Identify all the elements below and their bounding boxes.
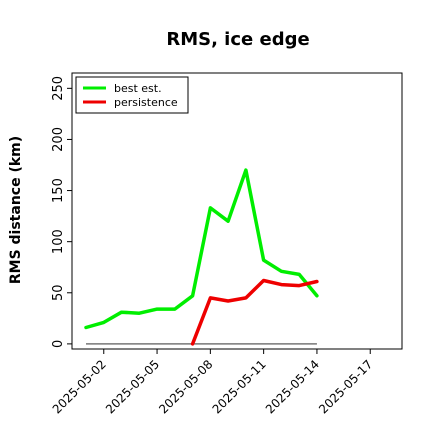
x-tick-label-2025-05-02: 2025-05-02 bbox=[50, 357, 109, 416]
series-line-persistence bbox=[190, 278, 319, 346]
y-tick-label-250: 250 bbox=[51, 76, 66, 101]
chart-title: RMS, ice edge bbox=[166, 29, 309, 50]
x-tick-label-2025-05-11: 2025-05-11 bbox=[210, 357, 269, 416]
x-tick-label-2025-05-17: 2025-05-17 bbox=[316, 357, 375, 416]
x-tick-label-2025-05-05: 2025-05-05 bbox=[103, 357, 162, 416]
y-tick-label-200: 200 bbox=[51, 127, 66, 152]
y-tick-label-100: 100 bbox=[51, 229, 66, 254]
legend-label-best-est: best est. bbox=[114, 82, 162, 95]
y-tick-label-150: 150 bbox=[51, 178, 66, 203]
legend: best est. persistence bbox=[75, 76, 189, 114]
y-tick-label-50: 50 bbox=[51, 285, 66, 302]
y-tick-label-0: 0 bbox=[51, 340, 66, 348]
y-axis-ticks: 0 50 100 150 200 250 bbox=[51, 76, 72, 348]
x-axis-ticks: 2025-05-022025-05-052025-05-082025-05-11… bbox=[50, 349, 375, 416]
series-line-best-est bbox=[84, 168, 319, 330]
x-tick-label-2025-05-08: 2025-05-08 bbox=[156, 357, 215, 416]
plot-frame bbox=[71, 72, 403, 350]
y-axis-label: RMS distance (km) bbox=[8, 136, 24, 284]
x-tick-label-2025-05-14: 2025-05-14 bbox=[263, 357, 322, 416]
plot-lines bbox=[84, 168, 319, 346]
legend-label-persistence: persistence bbox=[114, 96, 178, 109]
legend-box bbox=[75, 76, 189, 114]
